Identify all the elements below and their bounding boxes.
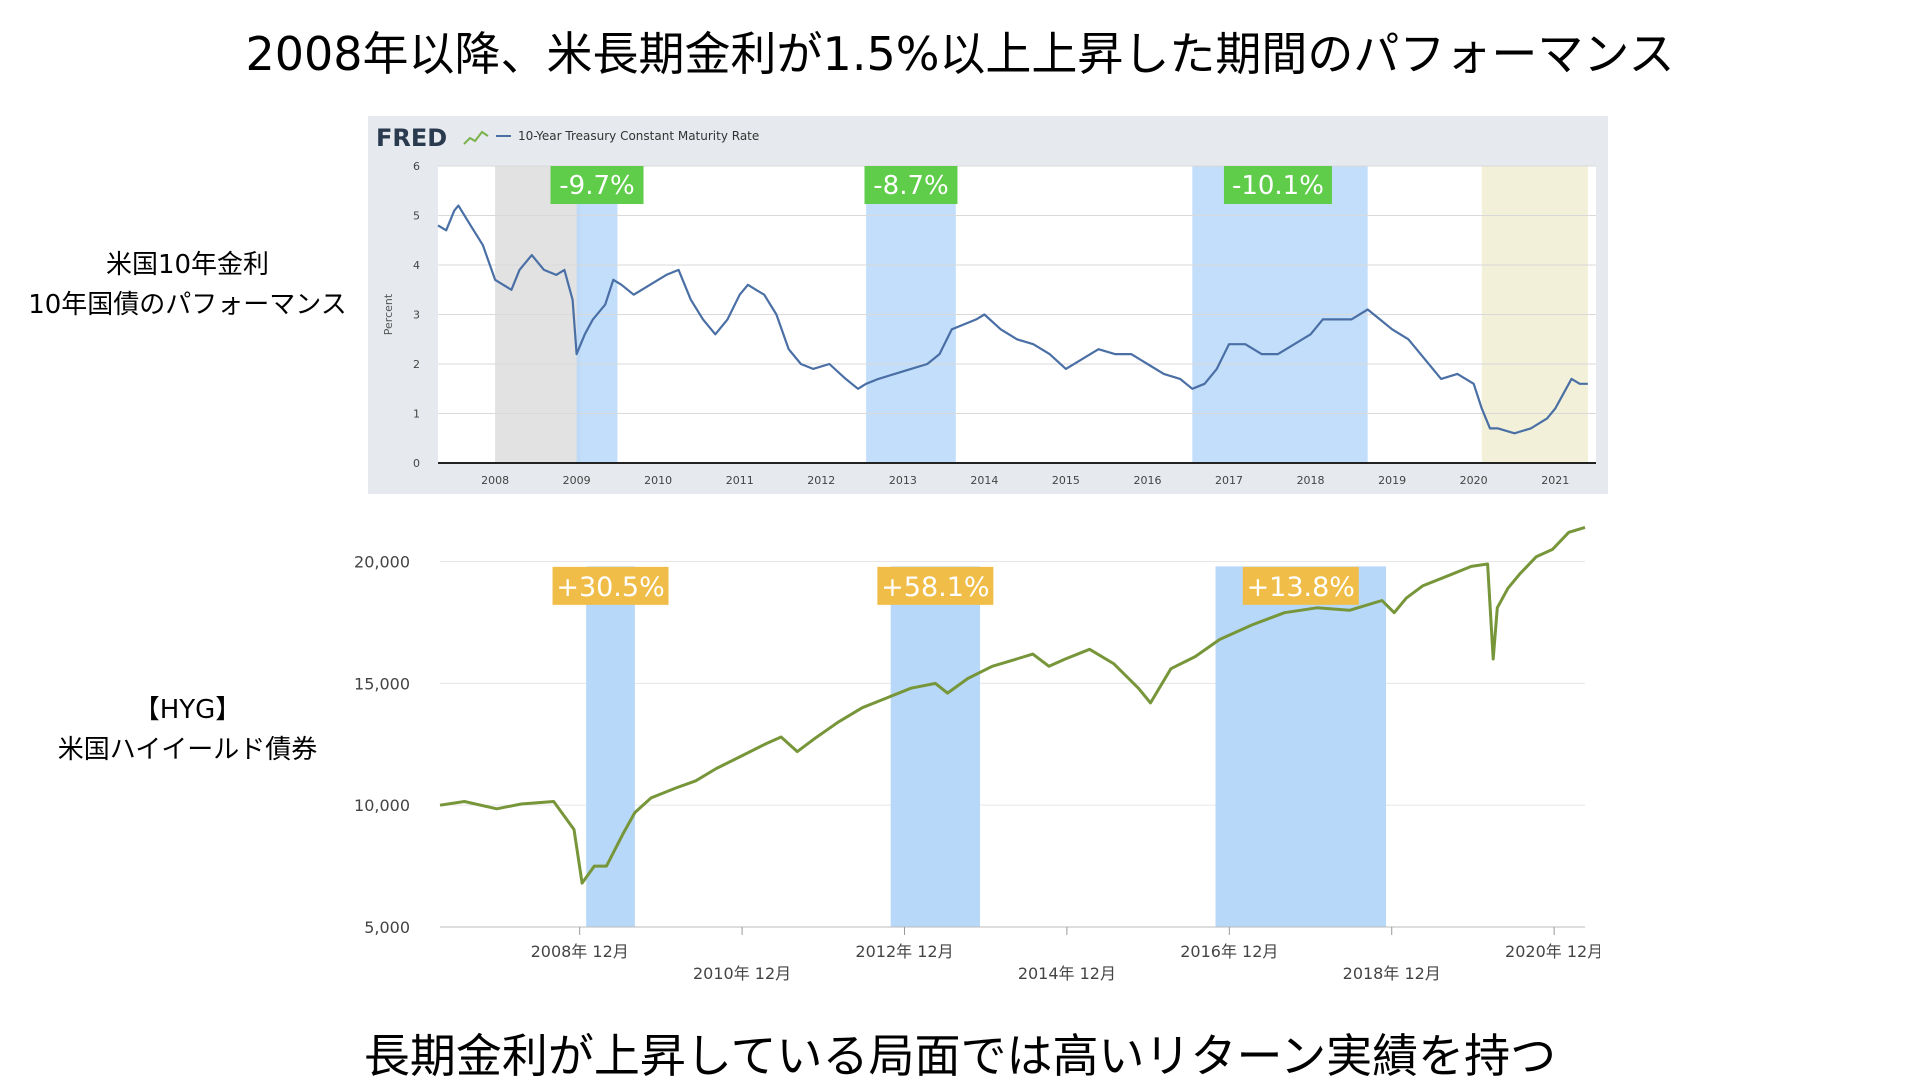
y-tick-label: 2	[413, 358, 420, 371]
x-tick-label: 2017	[1215, 474, 1243, 487]
series-line-hyg	[439, 525, 1586, 885]
x-tick-label: 2012	[807, 474, 835, 487]
annotation-label: +13.8%	[1247, 572, 1355, 603]
shaded-region-highlight	[890, 566, 981, 927]
x-tick-label: 2008	[481, 474, 509, 487]
y-tick-label: 4	[413, 259, 420, 272]
y-tick-label: 5	[413, 210, 420, 223]
annotation-label: -8.7%	[873, 171, 948, 201]
logo-graph-line	[463, 130, 489, 145]
annotation-box	[1242, 566, 1359, 605]
fred-treasury-chart: FRED 10-Year Treasury Constant Maturity R…	[368, 116, 1608, 494]
x-tick-label: 2021	[1541, 474, 1569, 487]
x-tick-label: 2012年 12月	[855, 942, 953, 961]
top-chart-side-label: 米国10年金利 10年国債のパフォーマンス	[20, 245, 355, 325]
series-line-10y-treasury	[437, 204, 1588, 435]
legend-label: 10-Year Treasury Constant Maturity Rate	[518, 129, 759, 143]
shaded-region-highlight	[586, 566, 635, 927]
annotation-box	[552, 566, 669, 605]
x-tick-label: 2008年 12月	[531, 942, 629, 961]
y-tick-label: 1	[413, 408, 420, 421]
y-tick-label: 0	[413, 457, 420, 470]
annotation-box	[864, 166, 958, 204]
x-tick-label: 2014年 12月	[1018, 964, 1116, 983]
annotation-box	[877, 566, 994, 605]
shaded-region-highlight	[1215, 566, 1387, 927]
top-label-line2: 10年国債のパフォーマンス	[28, 290, 347, 320]
annotation-label: -10.1%	[1232, 171, 1324, 201]
y-tick-label: 10,000	[354, 796, 410, 815]
x-tick-label: 2020年 12月	[1505, 942, 1600, 961]
x-tick-label: 2018年 12月	[1343, 964, 1441, 983]
x-tick-label: 2018	[1297, 474, 1325, 487]
x-tick-label: 2013	[889, 474, 917, 487]
x-tick-label: 2010年 12月	[693, 964, 791, 983]
annotation-label: +58.1%	[881, 572, 989, 603]
annotation-box	[550, 166, 644, 204]
x-tick-label: 2010	[644, 474, 672, 487]
x-tick-label: 2015	[1052, 474, 1080, 487]
x-tick-label: 2020	[1460, 474, 1488, 487]
fred-logo: FRED	[376, 124, 447, 152]
bottom-label-line1: 【HYG】	[133, 695, 242, 725]
y-tick-label: 20,000	[354, 553, 410, 572]
annotation-label: -9.7%	[559, 171, 634, 201]
bottom-chart-side-label: 【HYG】 米国ハイイールド債券	[20, 690, 355, 770]
bottom-label-line2: 米国ハイイールド債券	[57, 735, 318, 765]
x-tick-label: 2016年 12月	[1180, 942, 1278, 961]
y-tick-label: 3	[413, 309, 420, 322]
fred-logo-graph-icon	[463, 130, 489, 145]
y-tick-label: 6	[413, 160, 420, 173]
x-tick-label: 2009	[563, 474, 591, 487]
x-tick-label: 2016	[1133, 474, 1161, 487]
x-tick-label: 2019	[1378, 474, 1406, 487]
hyg-chart: 5,000 10,000 15,000 20,000 2008年 12月 2010年 12…	[354, 525, 1600, 983]
y-tick-label: 5,000	[364, 918, 410, 937]
annotation-box	[1223, 166, 1332, 204]
x-tick-label: 2014	[970, 474, 998, 487]
y-tick-label: 15,000	[354, 674, 410, 693]
page-title: 2008年以降、米長期金利が1.5%以上上昇した期間のパフォーマンス	[245, 27, 1675, 81]
x-tick-label: 2011	[726, 474, 754, 487]
y-axis-label: Percent	[382, 293, 395, 335]
page-footer: 長期金利が上昇している局面では高いリターン実績を持つ	[363, 1029, 1557, 1083]
annotation-label: +30.5%	[556, 572, 664, 603]
top-label-line1: 米国10年金利	[105, 250, 270, 280]
